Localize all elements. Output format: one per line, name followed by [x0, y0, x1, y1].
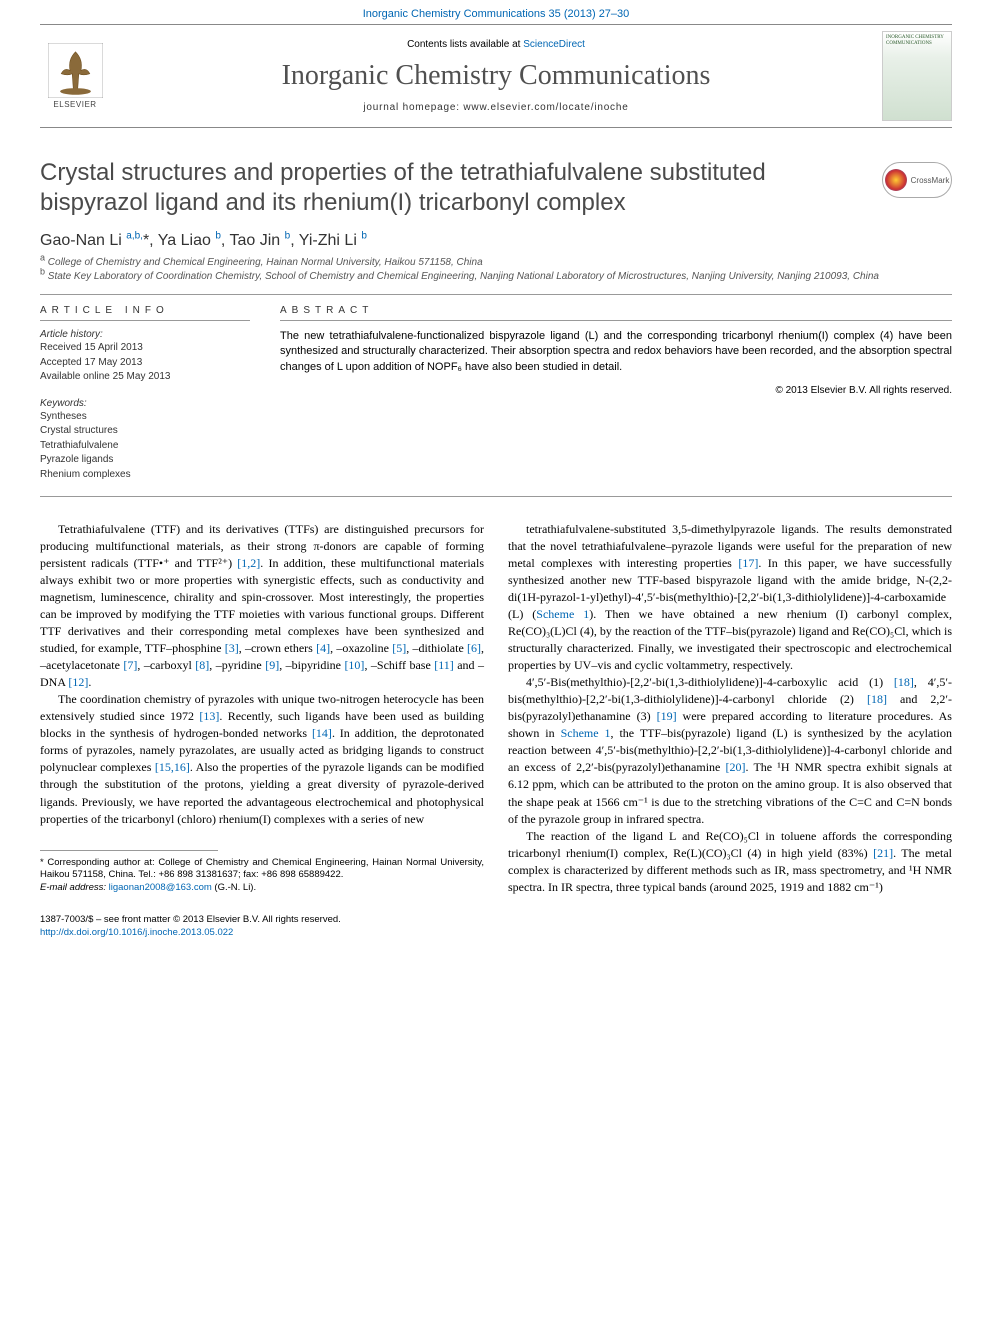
body-paragraph: Tetrathiafulvalene (TTF) and its derivat… — [40, 521, 484, 691]
body-columns: Tetrathiafulvalene (TTF) and its derivat… — [40, 521, 952, 896]
accepted-line: Accepted 17 May 2013 — [40, 356, 250, 370]
article-title: Crystal structures and properties of the… — [40, 158, 952, 218]
header-center: Contents lists available at ScienceDirec… — [110, 39, 882, 113]
keyword-item: Crystal structures — [40, 424, 250, 438]
front-matter-line: 1387-7003/$ – see front matter © 2013 El… — [40, 914, 952, 927]
bottom-block: 1387-7003/$ – see front matter © 2013 El… — [40, 914, 952, 940]
affiliation-b: b State Key Laboratory of Coordination C… — [40, 270, 952, 284]
keyword-item: Rhenium complexes — [40, 468, 250, 482]
journal-header: ELSEVIER Contents lists available at Sci… — [40, 31, 952, 128]
homepage-url: www.elsevier.com/locate/inoche — [463, 102, 628, 113]
body-paragraph: tetrathiafulvalene-substituted 3,5-dimet… — [508, 521, 952, 674]
footnotes: * Corresponding author at: College of Ch… — [40, 857, 484, 895]
crossmark-badge[interactable]: CrossMark — [882, 162, 952, 198]
abstract-copyright: © 2013 Elsevier B.V. All rights reserved… — [280, 385, 952, 396]
keyword-item: Pyrazole ligands — [40, 453, 250, 467]
authors-line: Gao-Nan Li a,b,*, Ya Liao b, Tao Jin b, … — [40, 232, 952, 250]
journal-reference: Inorganic Chemistry Communications 35 (2… — [0, 0, 992, 24]
affiliations: a College of Chemistry and Chemical Engi… — [40, 256, 952, 284]
keyword-item: Tetrathiafulvalene — [40, 439, 250, 453]
journal-cover-thumbnail: INORGANIC CHEMISTRY COMMUNICATIONS — [882, 31, 952, 121]
received-line: Received 15 April 2013 — [40, 341, 250, 355]
article-header: Crystal structures and properties of the… — [40, 158, 952, 218]
info-abstract-row: ARTICLE INFO Article history: Received 1… — [40, 305, 952, 497]
abstract-text: The new tetrathiafulvalene-functionalize… — [280, 329, 952, 375]
history-label: Article history: — [40, 329, 250, 340]
homepage-label: journal homepage: — [363, 102, 463, 113]
crossmark-icon — [885, 169, 907, 191]
article-info-head: ARTICLE INFO — [40, 305, 250, 321]
email-label: E-mail address: — [40, 882, 109, 893]
abstract-head: ABSTRACT — [280, 305, 952, 321]
body-paragraph: The reaction of the ligand L and Re(CO)₅… — [508, 828, 952, 896]
elsevier-label: ELSEVIER — [53, 100, 96, 109]
contents-prefix: Contents lists available at — [407, 39, 523, 50]
header-divider — [40, 294, 952, 295]
email-person: (G.-N. Li). — [212, 882, 256, 893]
email-line: E-mail address: ligaonan2008@163.com (G.… — [40, 882, 484, 895]
footnote-rule — [40, 850, 218, 851]
elsevier-tree-icon — [48, 43, 103, 98]
top-rule — [40, 24, 952, 25]
keywords-block: Keywords: Syntheses Crystal structures T… — [40, 398, 250, 482]
keyword-item: Syntheses — [40, 410, 250, 424]
body-paragraph: The coordination chemistry of pyrazoles … — [40, 691, 484, 827]
email-link[interactable]: ligaonan2008@163.com — [109, 882, 212, 893]
article-info-column: ARTICLE INFO Article history: Received 1… — [40, 305, 250, 482]
cover-title: INORGANIC CHEMISTRY COMMUNICATIONS — [886, 35, 948, 46]
journal-homepage: journal homepage: www.elsevier.com/locat… — [110, 102, 882, 113]
body-column-left: Tetrathiafulvalene (TTF) and its derivat… — [40, 521, 484, 896]
abstract-column: ABSTRACT The new tetrathiafulvalene-func… — [280, 305, 952, 482]
body-column-right: tetrathiafulvalene-substituted 3,5-dimet… — [508, 521, 952, 896]
corresponding-author-note: * Corresponding author at: College of Ch… — [40, 857, 484, 883]
sciencedirect-link[interactable]: ScienceDirect — [523, 39, 585, 50]
journal-name: Inorganic Chemistry Communications — [110, 60, 882, 92]
doi-link[interactable]: http://dx.doi.org/10.1016/j.inoche.2013.… — [40, 927, 233, 938]
elsevier-logo: ELSEVIER — [40, 36, 110, 116]
body-paragraph: 4′,5′-Bis(methylthio)-[2,2′-bi(1,3-dithi… — [508, 674, 952, 827]
crossmark-label: CrossMark — [911, 176, 950, 185]
keywords-label: Keywords: — [40, 398, 250, 409]
contents-line: Contents lists available at ScienceDirec… — [110, 39, 882, 50]
online-line: Available online 25 May 2013 — [40, 370, 250, 384]
affiliation-a: a College of Chemistry and Chemical Engi… — [40, 256, 952, 270]
